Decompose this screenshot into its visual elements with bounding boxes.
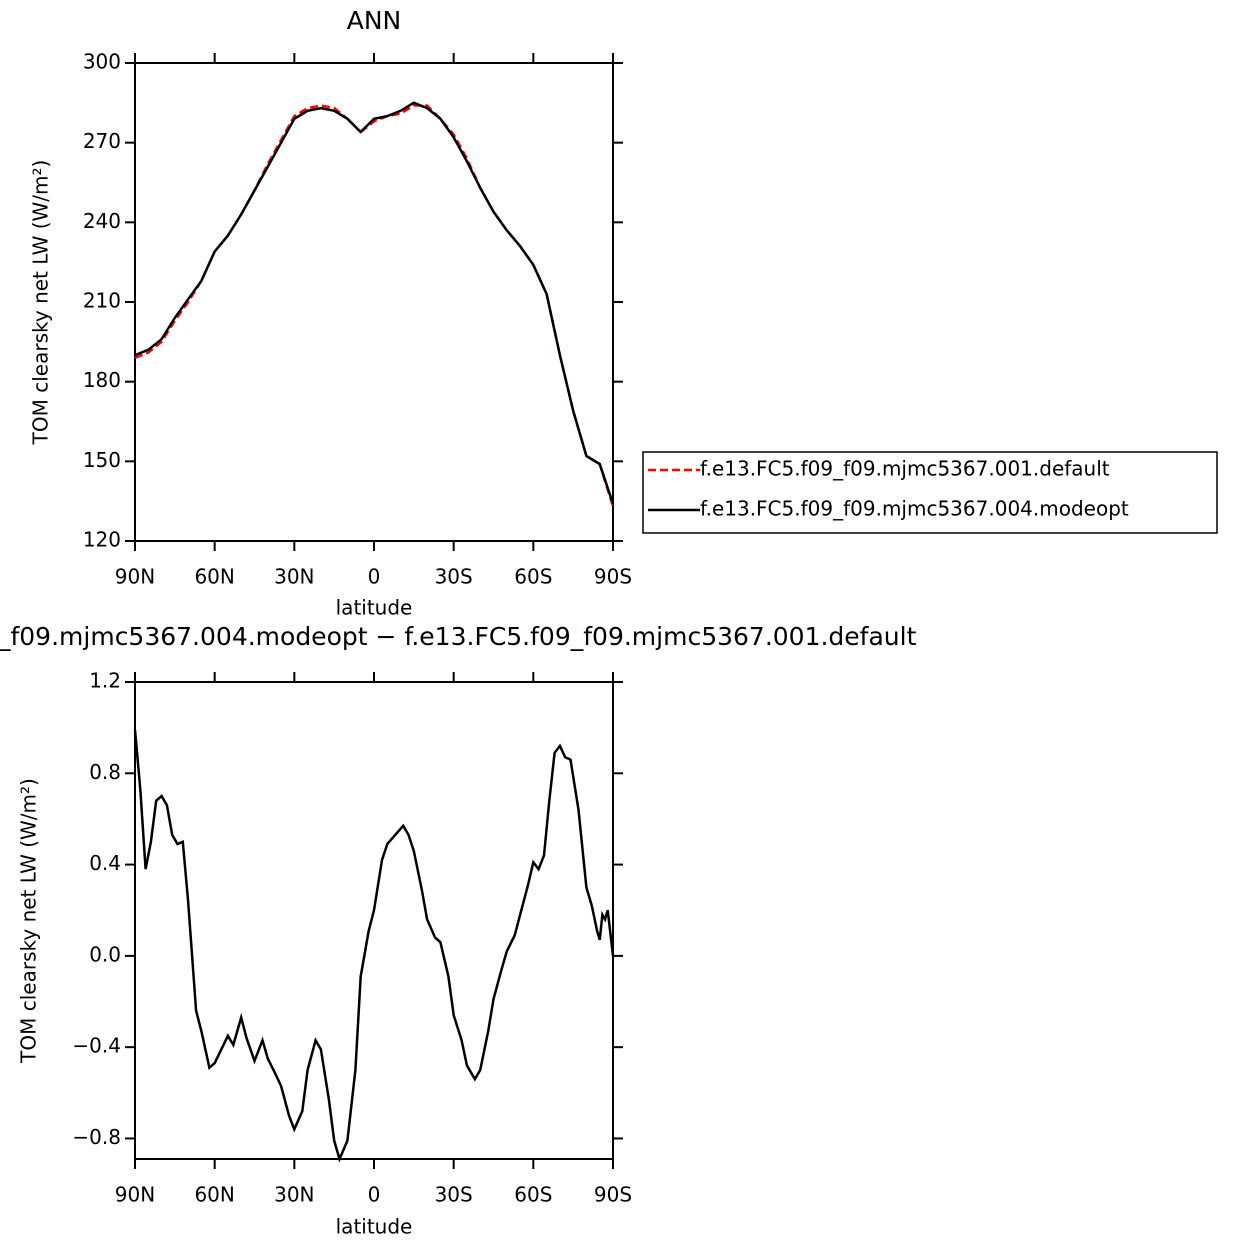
legend-box — [642, 451, 1218, 534]
y-tick-label: 210 — [83, 289, 121, 313]
y-tick-label: 0.4 — [89, 851, 121, 875]
chart-title: ANN — [347, 6, 402, 35]
data-line — [133, 729, 615, 1163]
y-tick-label: −0.8 — [72, 1125, 121, 1149]
data-line — [134, 104, 615, 507]
plot-frame — [134, 62, 614, 542]
y-tick-label: 150 — [83, 448, 121, 472]
x-tick-label: 90S — [594, 565, 632, 589]
x-tick-label: 60N — [194, 1183, 234, 1207]
y-tick-label: 270 — [83, 129, 121, 153]
plot-frame — [134, 681, 614, 1160]
x-tick-label: 0 — [368, 565, 381, 589]
x-axis-label: latitude — [336, 1215, 413, 1239]
x-tick-label: 60S — [514, 565, 552, 589]
x-tick-label: 30N — [274, 1183, 314, 1207]
x-tick-label: 60S — [514, 1183, 552, 1207]
chart-title: f.e13.FC5.f09_f09.mjmc5367.004.modeopt −… — [0, 622, 917, 651]
x-tick-label: 60N — [194, 565, 234, 589]
y-tick-label: 1.2 — [89, 669, 121, 693]
x-tick-label: 90S — [594, 1183, 632, 1207]
y-tick-label: −0.4 — [72, 1034, 121, 1058]
x-tick-label: 30S — [435, 1183, 473, 1207]
y-tick-label: 240 — [83, 209, 121, 233]
x-tick-label: 90N — [115, 565, 155, 589]
y-axis-label: TOM clearsky net LW (W/m²) — [17, 778, 41, 1064]
data-line — [134, 101, 615, 505]
x-tick-label: 0 — [368, 1183, 381, 1207]
y-tick-label: 0.0 — [89, 942, 121, 966]
y-tick-label: 0.8 — [89, 760, 121, 784]
legend-label: f.e13.FC5.f09_f09.mjmc5367.001.default — [700, 457, 1110, 481]
x-tick-label: 30S — [435, 565, 473, 589]
x-axis-label: latitude — [336, 596, 413, 620]
legend-label: f.e13.FC5.f09_f09.mjmc5367.004.modeopt — [700, 497, 1129, 521]
x-tick-label: 90N — [115, 1183, 155, 1207]
y-tick-label: 120 — [83, 528, 121, 552]
x-tick-label: 30N — [274, 565, 314, 589]
y-tick-label: 300 — [83, 50, 121, 74]
y-tick-label: 180 — [83, 368, 121, 392]
y-axis-label: TOM clearsky net LW (W/m²) — [29, 160, 53, 446]
